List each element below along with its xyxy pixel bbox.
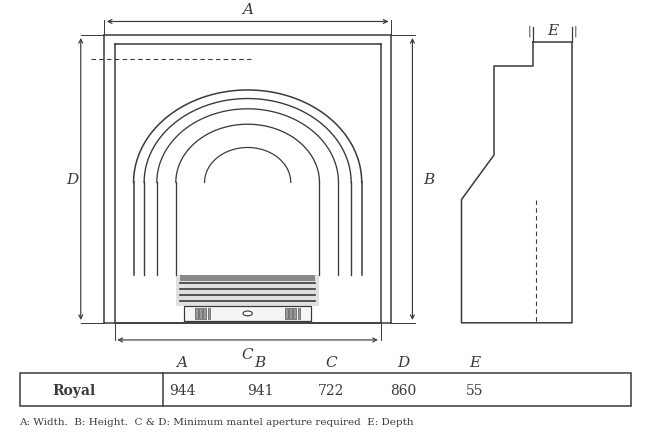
Bar	[199, 308, 202, 319]
Text: B: B	[254, 356, 266, 370]
Bar	[180, 275, 315, 281]
Text: D: D	[397, 356, 409, 370]
Bar	[20, 374, 630, 406]
Bar	[185, 306, 311, 321]
Bar	[289, 308, 292, 319]
Ellipse shape	[243, 311, 252, 316]
Text: E: E	[469, 356, 480, 370]
Bar	[176, 275, 320, 306]
Text: 944: 944	[169, 383, 195, 397]
Bar	[293, 308, 296, 319]
Text: E: E	[547, 24, 558, 38]
Bar	[207, 308, 211, 319]
Text: |: |	[573, 25, 577, 37]
Text: A: A	[242, 4, 253, 18]
Text: B: B	[423, 173, 434, 187]
Bar	[203, 308, 206, 319]
Text: C: C	[242, 347, 254, 361]
Text: D: D	[66, 173, 79, 187]
Text: C: C	[326, 356, 337, 370]
Bar	[298, 308, 300, 319]
Text: 55: 55	[466, 383, 483, 397]
Text: 941: 941	[247, 383, 273, 397]
Text: A: Width.  B: Height.  C & D: Minimum mantel aperture required  E: Depth: A: Width. B: Height. C & D: Minimum mant…	[20, 417, 414, 426]
Text: 722: 722	[318, 383, 344, 397]
Text: |: |	[528, 25, 532, 37]
Bar	[195, 308, 198, 319]
Text: A: A	[177, 356, 187, 370]
Bar	[285, 308, 288, 319]
Text: Royal: Royal	[52, 383, 96, 397]
Text: 860: 860	[390, 383, 416, 397]
